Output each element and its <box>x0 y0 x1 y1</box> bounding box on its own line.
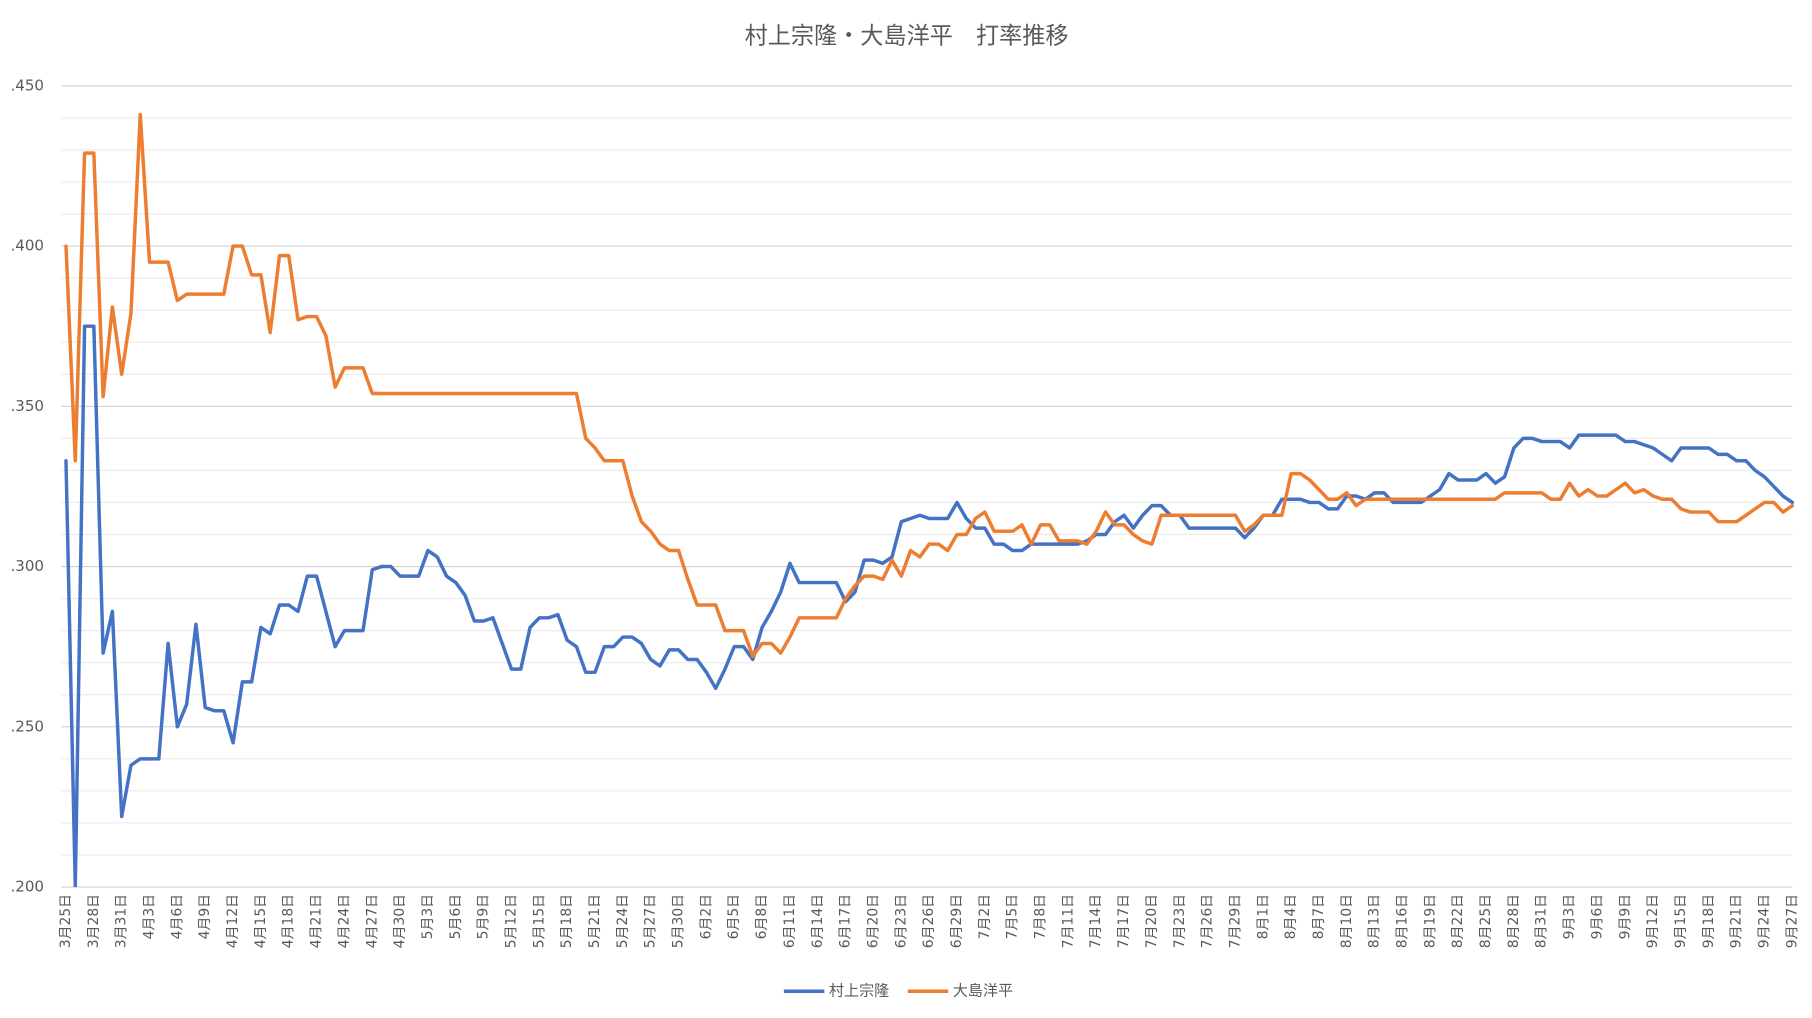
x-tick-label: 4月24日 <box>336 894 352 948</box>
x-tick-label: 9月15日 <box>1673 894 1689 948</box>
x-tick-label: 5月12日 <box>503 894 519 948</box>
x-tick-label: 6月8日 <box>754 894 770 939</box>
x-tick-label: 5月27日 <box>643 894 659 948</box>
series-line <box>64 112 1795 659</box>
x-tick-label: 6月14日 <box>810 894 826 948</box>
x-tick-label: 5月15日 <box>531 894 547 948</box>
legend-label: 大島洋平 <box>953 982 1013 1000</box>
x-tick-label: 8月19日 <box>1422 894 1438 948</box>
x-tick-label: 6月23日 <box>893 894 909 948</box>
x-tick-label: 8月1日 <box>1255 894 1271 939</box>
x-tick-label: 3月28日 <box>86 894 102 948</box>
y-tick-label: .350 <box>10 397 44 415</box>
x-tick-label: 5月9日 <box>476 894 492 939</box>
x-tick-label: 3月25日 <box>58 894 74 948</box>
x-tick-label: 4月9日 <box>197 894 213 939</box>
x-tick-label: 8月4日 <box>1283 894 1299 939</box>
x-tick-label: 6月11日 <box>782 894 798 948</box>
x-tick-label: 4月12日 <box>225 894 241 948</box>
x-tick-label: 6月5日 <box>726 894 742 939</box>
x-tick-label: 8月28日 <box>1506 894 1522 948</box>
x-tick-label: 9月18日 <box>1701 894 1717 948</box>
x-tick-label: 7月11日 <box>1060 894 1076 948</box>
x-tick-label: 7月17日 <box>1116 894 1132 948</box>
legend-label: 村上宗隆 <box>829 982 889 1000</box>
x-tick-label: 9月3日 <box>1562 894 1578 939</box>
y-tick-label: .450 <box>10 76 44 94</box>
x-tick-label: 9月12日 <box>1645 894 1661 948</box>
x-tick-label: 8月25日 <box>1478 894 1494 948</box>
x-tick-label: 4月3日 <box>142 894 158 939</box>
x-tick-label: 5月30日 <box>671 894 687 948</box>
x-tick-label: 6月26日 <box>921 894 937 948</box>
x-tick-label: 4月21日 <box>309 894 325 948</box>
y-tick-label: .200 <box>10 878 44 896</box>
y-tick-label: .400 <box>10 237 44 255</box>
x-tick-label: 4月6日 <box>169 894 185 939</box>
x-tick-label: 7月5日 <box>1005 894 1021 939</box>
x-tick-label: 5月18日 <box>559 894 575 948</box>
x-tick-label: 4月30日 <box>392 894 408 948</box>
x-tick-label: 7月20日 <box>1144 894 1160 948</box>
x-tick-label: 5月3日 <box>420 894 436 939</box>
x-tick-label: 8月16日 <box>1395 894 1411 948</box>
x-tick-label: 7月23日 <box>1172 894 1188 948</box>
x-tick-label: 7月2日 <box>977 894 993 939</box>
x-tick-label: 6月29日 <box>949 894 965 948</box>
x-tick-label: 4月27日 <box>364 894 380 948</box>
chart-title: 村上宗隆・大島洋平 打率推移 <box>745 24 1069 50</box>
x-tick-label: 9月24日 <box>1756 894 1772 948</box>
x-tick-label: 8月22日 <box>1450 894 1466 948</box>
x-tick-label: 7月14日 <box>1088 894 1104 948</box>
x-tick-label: 8月31日 <box>1534 894 1550 948</box>
x-tick-label: 9月27日 <box>1784 894 1800 948</box>
x-tick-label: 6月20日 <box>865 894 881 948</box>
x-tick-label: 3月31日 <box>114 894 130 948</box>
series-line <box>64 324 1795 888</box>
x-tick-label: 4月18日 <box>281 894 297 948</box>
x-tick-label: 5月6日 <box>448 894 464 939</box>
x-tick-label: 9月6日 <box>1589 894 1605 939</box>
x-tick-label: 5月24日 <box>615 894 631 948</box>
y-tick-label: .300 <box>10 557 44 575</box>
x-tick-label: 7月29日 <box>1227 894 1243 948</box>
x-tick-label: 8月7日 <box>1311 894 1327 939</box>
x-tick-label: 7月26日 <box>1200 894 1216 948</box>
x-tick-label: 9月9日 <box>1617 894 1633 939</box>
x-tick-label: 8月13日 <box>1367 894 1383 948</box>
x-tick-label: 9月21日 <box>1729 894 1745 948</box>
x-tick-label: 6月17日 <box>838 894 854 948</box>
x-tick-label: 7月8日 <box>1033 894 1049 939</box>
x-tick-label: 6月2日 <box>698 894 714 939</box>
x-tick-label: 4月15日 <box>253 894 269 948</box>
x-tick-label: 5月21日 <box>587 894 603 948</box>
x-tick-label: 8月10日 <box>1339 894 1355 948</box>
y-tick-label: .250 <box>10 717 44 735</box>
